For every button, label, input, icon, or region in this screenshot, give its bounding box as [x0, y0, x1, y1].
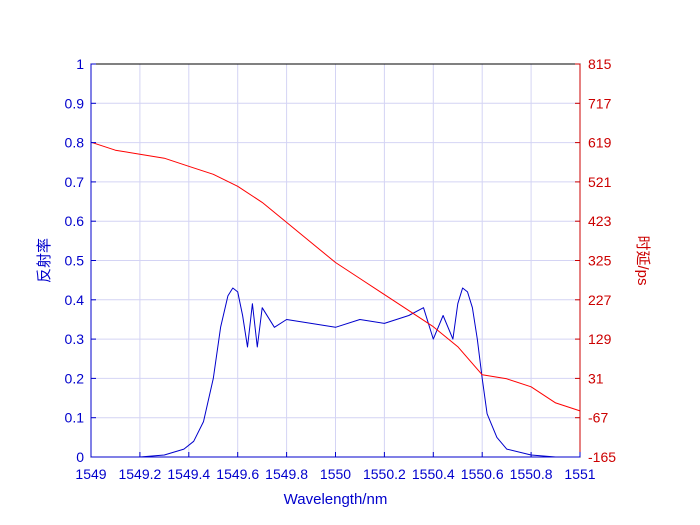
y-axis-left-title: 反射率 [36, 238, 53, 283]
y-left-tick-label: 0 [76, 449, 84, 465]
x-axis-title: Wavelength/nm [284, 491, 388, 508]
y-right-tick-label: 325 [588, 253, 612, 269]
y-right-tick-label: 521 [588, 174, 612, 190]
y-right-tick-label: 227 [588, 292, 612, 308]
reflectivity-series-line [91, 287, 580, 458]
y-right-tick-label: 815 [588, 56, 612, 72]
y-left-tick-label: 0.1 [65, 410, 85, 426]
y-right-tick-label: 423 [588, 213, 612, 229]
y-right-tick-label: -165 [588, 449, 616, 465]
x-tick-label: 1550.4 [412, 466, 455, 482]
y-left-tick-label: 0.9 [65, 95, 85, 111]
y-axis-left: 0 0.1 0.2 0.3 0.4 0.5 0.6 0.7 0.8 0.9 1 [65, 56, 96, 465]
y-axis-right-title: 时延/ps [634, 235, 651, 285]
x-axis: 1549 1549.2 1549.4 1549.6 1549.8 1550 1550.2 15… [75, 452, 596, 482]
x-tick-label: 1549 [75, 466, 106, 482]
x-tick-label: 1549.4 [167, 466, 210, 482]
x-tick-label: 1550.6 [461, 466, 504, 482]
x-tick-label: 1549.2 [118, 466, 161, 482]
y-left-tick-label: 0.8 [65, 135, 85, 151]
y-left-tick-label: 0.6 [65, 213, 85, 229]
y-left-tick-label: 0.4 [65, 292, 85, 308]
x-tick-label: 1549.8 [265, 466, 308, 482]
x-tick-label: 1549.6 [216, 466, 259, 482]
y-right-tick-label: 717 [588, 95, 612, 111]
grid [91, 64, 580, 457]
y-right-tick-label: 619 [588, 135, 612, 151]
y-left-tick-label: 1 [76, 56, 84, 72]
y-left-tick-label: 0.3 [65, 331, 85, 347]
x-tick-label: 1551 [564, 466, 595, 482]
x-tick-label: 1550.8 [510, 466, 553, 482]
y-left-tick-label: 0.2 [65, 370, 85, 386]
y-left-tick-label: 0.5 [65, 253, 85, 269]
x-tick-label: 1550.2 [363, 466, 406, 482]
y-left-tick-label: 0.7 [65, 174, 85, 190]
y-axis-right: -165 -67 31 129 227 325 423 521 619 717 815 [575, 56, 616, 465]
y-right-tick-label: 31 [588, 370, 604, 386]
delay-series-line [90, 141, 581, 412]
series-layer [90, 141, 581, 458]
x-tick-label: 1550 [320, 466, 351, 482]
y-right-tick-label: -67 [588, 410, 608, 426]
y-right-tick-label: 129 [588, 331, 612, 347]
